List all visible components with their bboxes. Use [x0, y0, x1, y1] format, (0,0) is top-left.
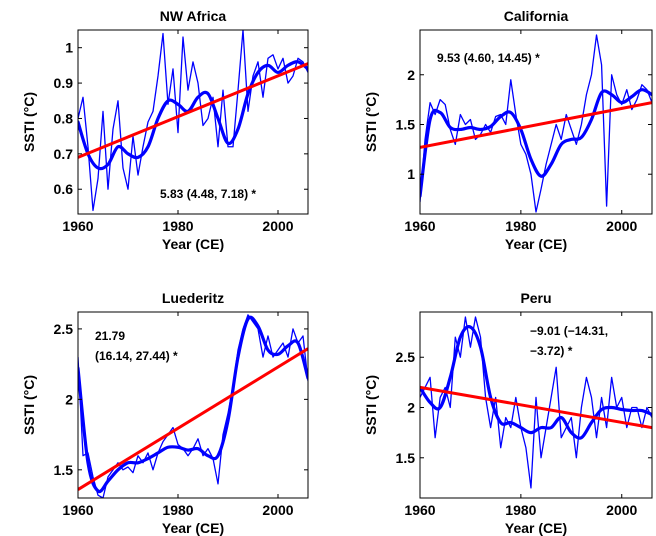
y-axis-label: SSTI (°C) — [363, 92, 379, 152]
y-tick-label: 1.5 — [54, 462, 74, 478]
x-tick-label: 1980 — [162, 502, 193, 518]
trend-annotation: (16.14, 27.44) * — [95, 349, 178, 363]
x-tick-label: 2000 — [606, 502, 637, 518]
x-tick-label: 1960 — [62, 218, 93, 234]
panel-title: Peru — [520, 290, 551, 306]
plot-lines — [78, 314, 308, 498]
trend-annotation: 9.53 (4.60, 14.45) * — [437, 51, 540, 65]
trend-line — [78, 62, 308, 159]
x-tick-label: 2000 — [606, 218, 637, 234]
plot-lines — [78, 30, 308, 212]
y-tick-label: 0.9 — [54, 75, 74, 91]
plot-frame — [419, 29, 653, 215]
x-axis-label: Year (CE) — [162, 520, 224, 536]
trend-annotation: 21.79 — [95, 329, 125, 343]
y-tick-label: 1 — [65, 40, 73, 56]
y-tick-label: 2 — [407, 67, 415, 83]
annual-series-line — [420, 34, 652, 213]
y-tick-label: 0.6 — [54, 181, 74, 197]
x-tick-label: 1980 — [505, 502, 536, 518]
y-tick-label: 1.5 — [396, 116, 416, 132]
panel-3: 1960 1980 2000 1.5 2 2.5 Luederitz Year (CE) SST… — [21, 290, 309, 536]
x-tick-label: 1960 — [404, 218, 435, 234]
x-tick-label: 1960 — [62, 502, 93, 518]
trend-line — [420, 101, 652, 149]
panel-2: 1960 1980 2000 1 1.5 2 California Year (CE) SSTI… — [363, 8, 653, 252]
plot-area — [78, 30, 308, 214]
y-tick-label: 2 — [407, 400, 415, 416]
y-tick-label: 1.5 — [396, 450, 416, 466]
y-axis-label: SSTI (°C) — [21, 92, 37, 152]
smoothed-series-line — [78, 315, 308, 494]
smoothed-series-line — [420, 88, 652, 198]
plot-lines — [420, 34, 652, 213]
plot-frame — [77, 311, 309, 499]
y-tick-label: 0.7 — [54, 146, 74, 162]
trend-annotation: −3.72) * — [530, 344, 573, 358]
smoothed-series-line — [78, 60, 308, 171]
annual-series-line — [420, 316, 652, 489]
trend-annotation: 5.83 (4.48, 7.18) * — [160, 187, 256, 201]
x-tick-label: 1980 — [505, 218, 536, 234]
y-tick-label: 0.8 — [54, 110, 74, 126]
plot-frame — [419, 311, 653, 499]
panel-title: Luederitz — [162, 290, 224, 306]
plot-lines — [420, 316, 652, 489]
panel-1: 1960 1980 2000 0.6 0.7 0.8 0.9 1 NW Africa Year (… — [21, 8, 309, 252]
x-tick-label: 1960 — [404, 502, 435, 518]
y-axis-label: SSTI (°C) — [21, 375, 37, 435]
x-axis-label: Year (CE) — [505, 520, 567, 536]
plot-frame — [77, 29, 309, 215]
smoothed-series-line — [420, 325, 652, 440]
trend-line — [78, 347, 308, 491]
y-tick-label: 2 — [65, 391, 73, 407]
y-tick-label: 2.5 — [54, 321, 74, 337]
x-tick-label: 2000 — [262, 502, 293, 518]
y-tick-label: 2.5 — [396, 349, 416, 365]
panel-title: California — [504, 8, 569, 24]
y-tick-label: 1 — [407, 166, 415, 182]
panel-4: 1960 1980 2000 1.5 2 2.5 Peru Year (CE) SSTI (°C… — [363, 290, 653, 536]
trend-annotation: −9.01 (−14.31, — [530, 324, 608, 338]
x-axis-label: Year (CE) — [505, 236, 567, 252]
y-axis-label: SSTI (°C) — [363, 375, 379, 435]
trend-line — [420, 385, 652, 430]
x-tick-label: 2000 — [262, 218, 293, 234]
annual-series-line — [78, 30, 308, 212]
x-tick-label: 1980 — [162, 218, 193, 234]
panel-title: NW Africa — [160, 8, 227, 24]
x-axis-label: Year (CE) — [162, 236, 224, 252]
